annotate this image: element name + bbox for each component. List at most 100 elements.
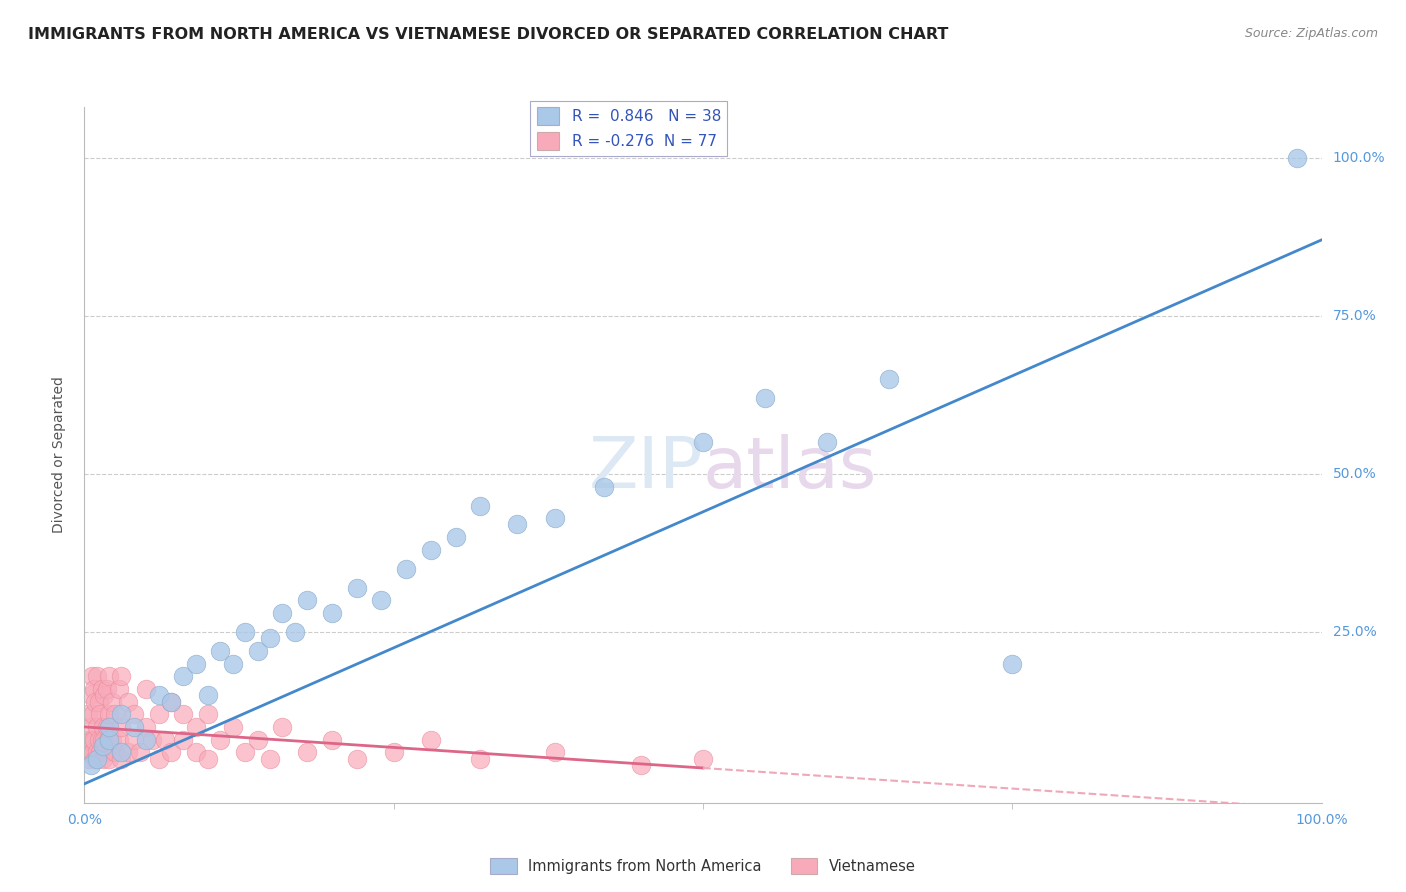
- Point: [543, 745, 565, 759]
- Point: [98, 669, 121, 683]
- Y-axis label: Divorced or Separated: Divorced or Separated: [52, 376, 66, 533]
- Text: ZIP: ZIP: [589, 434, 703, 503]
- Point: [692, 751, 714, 765]
- Point: [84, 751, 107, 765]
- Point: [222, 720, 245, 734]
- Point: [321, 732, 343, 747]
- Point: [108, 681, 131, 696]
- Point: [246, 644, 269, 658]
- Point: [1285, 151, 1308, 165]
- Point: [110, 669, 132, 683]
- Point: [84, 695, 107, 709]
- Point: [160, 745, 183, 759]
- Point: [104, 745, 127, 759]
- Point: [395, 562, 418, 576]
- Point: [82, 745, 104, 759]
- Text: atlas: atlas: [703, 434, 877, 503]
- Point: [76, 745, 98, 759]
- Point: [89, 732, 111, 747]
- Point: [692, 435, 714, 450]
- Point: [148, 751, 170, 765]
- Point: [197, 751, 219, 765]
- Text: 25.0%: 25.0%: [1333, 625, 1376, 639]
- Point: [135, 681, 157, 696]
- Point: [100, 732, 122, 747]
- Point: [108, 732, 131, 747]
- Point: [86, 720, 108, 734]
- Point: [91, 751, 114, 765]
- Point: [77, 707, 100, 722]
- Point: [117, 745, 139, 759]
- Point: [89, 707, 111, 722]
- Point: [419, 542, 441, 557]
- Point: [172, 732, 194, 747]
- Point: [135, 720, 157, 734]
- Point: [122, 707, 145, 722]
- Point: [86, 745, 108, 759]
- Point: [172, 669, 194, 683]
- Point: [346, 581, 368, 595]
- Point: [259, 632, 281, 646]
- Point: [122, 720, 145, 734]
- Point: [160, 695, 183, 709]
- Point: [80, 669, 103, 683]
- Point: [86, 751, 108, 765]
- Text: 50.0%: 50.0%: [1333, 467, 1376, 481]
- Point: [91, 720, 114, 734]
- Point: [148, 707, 170, 722]
- Point: [110, 707, 132, 722]
- Point: [346, 751, 368, 765]
- Point: [321, 606, 343, 620]
- Point: [83, 681, 105, 696]
- Point: [98, 732, 121, 747]
- Point: [100, 695, 122, 709]
- Point: [79, 688, 101, 702]
- Point: [295, 745, 318, 759]
- Text: 100.0%: 100.0%: [1333, 151, 1385, 165]
- Text: IMMIGRANTS FROM NORTH AMERICA VS VIETNAMESE DIVORCED OR SEPARATED CORRELATION CH: IMMIGRANTS FROM NORTH AMERICA VS VIETNAM…: [28, 27, 949, 42]
- Point: [197, 707, 219, 722]
- Point: [172, 707, 194, 722]
- Point: [233, 745, 256, 759]
- Point: [90, 732, 112, 747]
- Point: [80, 732, 103, 747]
- Point: [1001, 657, 1024, 671]
- Point: [259, 751, 281, 765]
- Point: [117, 695, 139, 709]
- Point: [79, 720, 101, 734]
- Point: [470, 499, 492, 513]
- Legend: R =  0.846   N = 38, R = -0.276  N = 77: R = 0.846 N = 38, R = -0.276 N = 77: [530, 101, 727, 156]
- Point: [419, 732, 441, 747]
- Point: [630, 757, 652, 772]
- Point: [271, 720, 294, 734]
- Point: [96, 720, 118, 734]
- Point: [79, 751, 101, 765]
- Point: [815, 435, 838, 450]
- Point: [233, 625, 256, 640]
- Text: 75.0%: 75.0%: [1333, 309, 1376, 323]
- Point: [89, 745, 111, 759]
- Point: [83, 732, 105, 747]
- Point: [98, 720, 121, 734]
- Point: [79, 757, 101, 772]
- Point: [93, 732, 115, 747]
- Point: [444, 530, 467, 544]
- Point: [94, 745, 117, 759]
- Point: [184, 657, 207, 671]
- Point: [197, 688, 219, 702]
- Point: [93, 688, 115, 702]
- Point: [246, 732, 269, 747]
- Point: [104, 707, 127, 722]
- Point: [506, 517, 529, 532]
- Point: [184, 720, 207, 734]
- Point: [96, 681, 118, 696]
- Text: Source: ZipAtlas.com: Source: ZipAtlas.com: [1244, 27, 1378, 40]
- Point: [153, 732, 176, 747]
- Point: [295, 593, 318, 607]
- Point: [877, 372, 900, 386]
- Point: [135, 732, 157, 747]
- Point: [97, 732, 120, 747]
- Point: [470, 751, 492, 765]
- Legend: Immigrants from North America, Vietnamese: Immigrants from North America, Vietnames…: [485, 852, 921, 880]
- Point: [370, 593, 392, 607]
